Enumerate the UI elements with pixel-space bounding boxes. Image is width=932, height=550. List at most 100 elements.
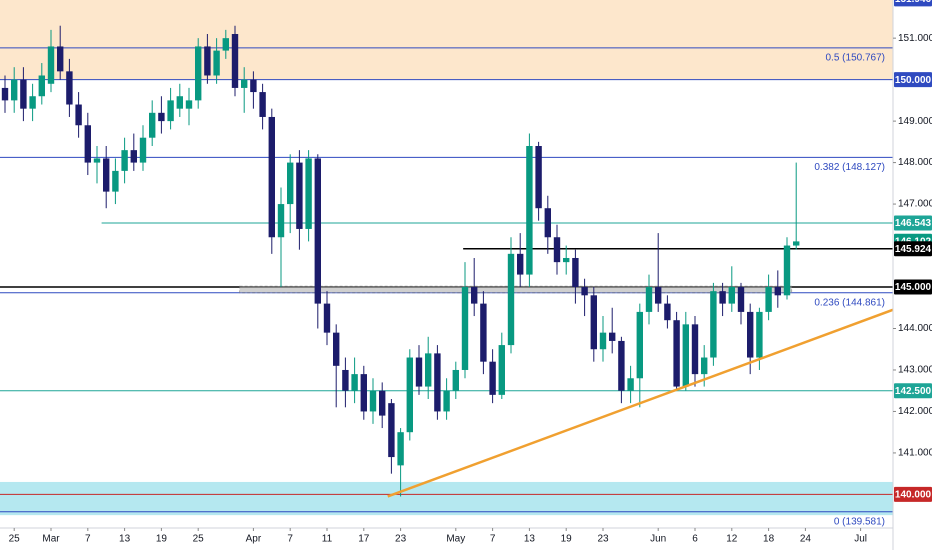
candle-body [609, 332, 616, 341]
candle-body [241, 79, 248, 88]
candle-body [314, 158, 321, 304]
price-badge [894, 0, 932, 7]
candle-body [268, 116, 275, 238]
price-badge-label: 145.000 [895, 282, 932, 293]
candle-body [673, 320, 680, 387]
candle-body [103, 158, 110, 192]
x-tick-label: 7 [287, 534, 293, 545]
candle-body [443, 390, 450, 412]
candle-body [719, 291, 726, 304]
candle-body [93, 158, 101, 163]
x-tick-label: 24 [800, 534, 812, 545]
candle-body [204, 46, 211, 76]
candle-body [572, 257, 579, 288]
candle-body [57, 46, 64, 72]
x-tick-label: Jun [650, 534, 666, 545]
candle-body [452, 369, 459, 391]
trendline [387, 308, 894, 498]
candle-body [130, 150, 137, 163]
candle-body [756, 311, 763, 358]
candle-body [599, 332, 607, 350]
y-tick-label: 142.000 [898, 406, 932, 417]
candle-body [415, 357, 423, 387]
band [0, 481, 893, 516]
price-badge [894, 72, 932, 88]
candle-body [636, 311, 643, 379]
price-badge [894, 279, 932, 295]
candle-body [682, 324, 689, 387]
fib-label: 0 (139.581) [834, 516, 885, 527]
x-tick-label: 18 [763, 534, 775, 545]
y-tick-label: 147.000 [898, 199, 932, 210]
candle-body [305, 158, 312, 229]
candle-body [434, 353, 441, 412]
x-tick-label: Apr [246, 534, 262, 545]
candle-body [397, 432, 404, 466]
candle-body [691, 324, 699, 375]
fib-label: 0.382 (148.127) [814, 162, 885, 173]
candle-body [333, 332, 340, 366]
band [0, 0, 893, 80]
fib-label: 0.236 (144.861) [814, 297, 885, 308]
candle-body [388, 403, 395, 458]
candle-body [406, 357, 413, 433]
candle-body [222, 38, 229, 51]
price-badge-label: 140.000 [895, 490, 932, 501]
x-tick-label: 23 [597, 534, 609, 545]
candle-body [517, 253, 524, 275]
x-tick-label: Jul [854, 534, 867, 545]
x-tick-label: 13 [119, 534, 131, 545]
price-badge-label: 146.543 [895, 218, 932, 229]
candle-body [287, 162, 294, 205]
candle-body [112, 170, 119, 192]
candle-body [47, 46, 55, 84]
candle-body [75, 104, 82, 126]
candle-body [195, 46, 202, 101]
candle-body [11, 79, 18, 101]
candle-body [296, 162, 303, 229]
candle-body [149, 112, 156, 138]
candle-body [66, 71, 73, 105]
candle-body [498, 345, 505, 395]
x-tick-label: 12 [726, 534, 738, 545]
x-tick-label: 25 [9, 534, 21, 545]
x-tick-label: 11 [322, 534, 333, 545]
candle-body [1, 87, 9, 101]
candle-body [139, 137, 147, 163]
x-tick-label: 7 [85, 534, 91, 545]
candle-body [360, 374, 367, 412]
candle-body [379, 390, 386, 416]
candle-body [342, 369, 349, 391]
candle-body [185, 100, 193, 109]
candle-body [590, 295, 597, 350]
candle-body [250, 79, 257, 93]
candle-body [158, 112, 165, 122]
price-badge-label: 145.924 [895, 244, 932, 255]
y-tick-label: 141.000 [898, 448, 932, 459]
candle-body [480, 303, 487, 362]
candle-body [783, 245, 791, 296]
candle-body [553, 237, 561, 263]
candle-body [167, 100, 174, 122]
candle-body [489, 361, 496, 395]
candle-body [38, 75, 45, 97]
x-axis-area [0, 528, 893, 550]
candle-body [774, 287, 781, 296]
candle-body [710, 291, 717, 358]
candle-body [20, 79, 27, 109]
candle-body [645, 287, 653, 312]
candle-body [277, 204, 285, 238]
y-tick-label: 144.000 [898, 323, 932, 334]
candle-body [84, 125, 91, 163]
y-axis-area [893, 0, 932, 550]
zone [239, 285, 793, 294]
x-tick-label: 19 [561, 534, 573, 545]
y-tick-label: 151.000 [898, 33, 932, 44]
price-badge [894, 486, 932, 502]
y-tick-label: 148.000 [898, 157, 932, 168]
candle-body [544, 208, 551, 238]
candle-body [369, 390, 377, 412]
candle-body [535, 145, 542, 209]
candle-body [259, 92, 266, 117]
